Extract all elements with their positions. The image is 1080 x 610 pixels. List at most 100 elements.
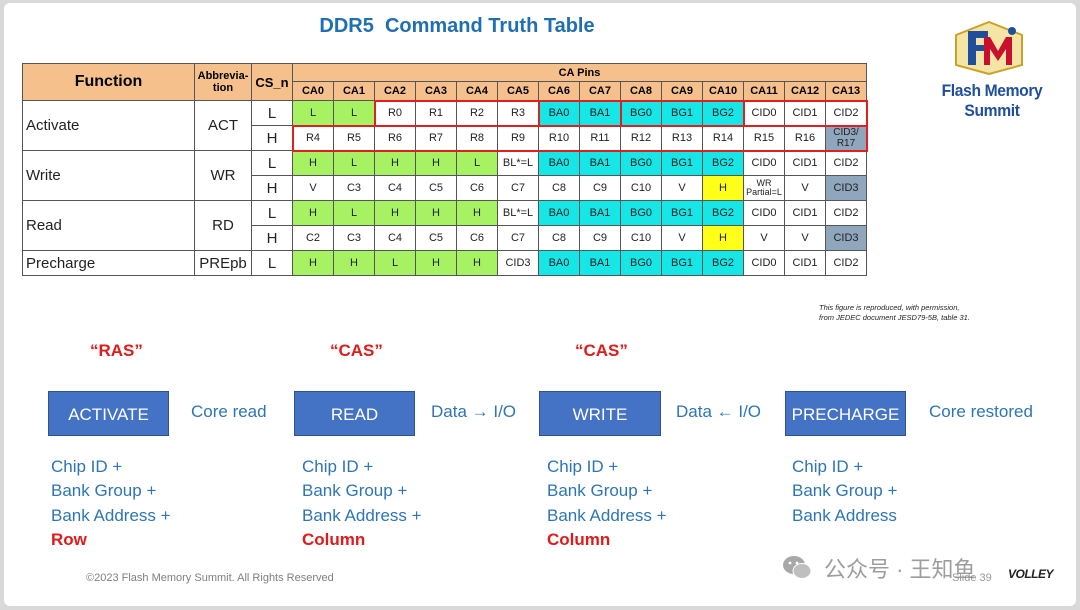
function-cell: Activate [22, 100, 195, 151]
ca-cell: H [702, 175, 744, 201]
source-note: This figure is reproduced, with permissi… [819, 303, 970, 323]
volley-logo: VOLLEY [1008, 567, 1054, 581]
slide-title: DDR5 Command Truth Table [319, 15, 595, 37]
table-row: Activate ACT L L L R0 R1 R2 R3 BA0 BA1 BG0 BG1 BG2 CID… [22, 100, 867, 151]
table-row: Precharge PREpb L H H L H H CID3 BA0 BA1 BG0 BG1 BG2 C… [22, 250, 867, 276]
ca-pin-header: CA1 [333, 81, 375, 101]
ca-pin-header-row: CA0 CA1 CA2 CA3 CA4 CA5 CA6 CA7 CA8 CA9 CA10 CA11 CA… [23, 81, 867, 101]
ca-cell: BG2 [702, 150, 744, 176]
abbreviation-cell: PREpb [194, 250, 252, 276]
desc-line: Bank Group + [51, 481, 157, 501]
core-restored-label: Core restored [929, 402, 1033, 421]
desc-line: Bank Address [792, 505, 897, 525]
ca-cell: H [292, 150, 334, 176]
ca-cell: BA1 [579, 100, 621, 126]
function-cell: Write [22, 150, 195, 201]
function-cell: Read [22, 200, 195, 251]
ca-cell: C7 [497, 175, 539, 201]
ca-cell: H [456, 250, 498, 276]
ca-pin-header: CA13 [825, 81, 867, 101]
ca-cell: H [292, 250, 334, 276]
ca-cell: H [415, 200, 457, 226]
fms-logo-text: Flash Memory Summit [941, 81, 1043, 120]
desc-emphasis: Row [51, 529, 87, 549]
ca-cell: R7 [415, 125, 457, 151]
ca-cell: H [456, 200, 498, 226]
ca-cell: CID1 [784, 250, 826, 276]
ca-cell: C9 [579, 175, 621, 201]
wechat-icon [783, 556, 812, 579]
header-cs: CS_n [251, 63, 293, 101]
ca-cell: CID0 [743, 200, 785, 226]
ca-cell: R13 [661, 125, 703, 151]
ca-cell: BG1 [661, 200, 703, 226]
ca-cell: BL*=L [497, 200, 539, 226]
ca-cell: R0 [374, 100, 416, 126]
ca-cell: WR Partial=L [743, 175, 785, 201]
desc-line: Chip ID + [51, 457, 123, 476]
ca-cell: BG1 [661, 100, 703, 126]
ca-cell: CID3 [825, 225, 867, 251]
ca-pin-header: CA11 [743, 81, 785, 101]
ca-cell: V [292, 175, 334, 201]
ca-pin-header: CA6 [538, 81, 580, 101]
data-from-io-label: Data ← I/O [676, 402, 762, 421]
ca-pin-header: CA9 [661, 81, 703, 101]
cs-cell: L [251, 200, 293, 226]
cs-cell: L [251, 150, 293, 176]
ca-cell: V [784, 175, 826, 201]
ca-cell: C4 [374, 175, 416, 201]
precharge-box: PRECHARGE [785, 391, 906, 436]
ca-cell: BG2 [702, 200, 744, 226]
ca-cell: H [702, 225, 744, 251]
ca-cell: L [374, 250, 416, 276]
label-ras: “RAS” [90, 341, 143, 360]
ca-cell: CID3/R17 [825, 125, 867, 151]
ca-cell: BA0 [538, 250, 580, 276]
desc-emphasis: Column [302, 529, 366, 549]
ca-pin-header: CA8 [620, 81, 662, 101]
ca-cell: R11 [579, 125, 621, 151]
desc-line: Bank Group + [792, 481, 898, 501]
desc-line: Chip ID + [302, 457, 374, 476]
ca-cell: CID1 [784, 150, 826, 176]
ca-cell: BG2 [702, 250, 744, 276]
desc-line: Chip ID + [792, 457, 864, 476]
ca-cell: R9 [497, 125, 539, 151]
ca-cell: C8 [538, 225, 580, 251]
command-truth-table: Function Abbrevia-tion CS_n CA Pins CA0 C… [22, 63, 867, 276]
ca-cell: CID0 [743, 150, 785, 176]
ca-cell: H [374, 200, 416, 226]
ca-cell: CID2 [825, 200, 867, 226]
ca-cell: CID3 [497, 250, 539, 276]
slide: DDR5 Command Truth Table Flash Memory Su… [4, 3, 1076, 606]
desc-line: Bank Address + [302, 505, 422, 525]
ca-cell: CID1 [784, 200, 826, 226]
ca-cell: R3 [497, 100, 539, 126]
read-description: Chip ID + Bank Group + Bank Address + Co… [302, 455, 422, 552]
copyright-footer: ©2023 Flash Memory Summit. All Rights Re… [86, 572, 334, 584]
table-row: H C2 C3 C4 C5 C6 C7 C8 C9 C10 V H V V CID3 [23, 225, 867, 251]
ca-cell: BA0 [538, 150, 580, 176]
ca-cell: CID2 [825, 100, 867, 126]
data-to-io-label: Data → I/O [431, 402, 517, 421]
ca-pin-header: CA3 [415, 81, 457, 101]
abbreviation-cell: WR [194, 150, 252, 201]
ca-cell: H [415, 250, 457, 276]
ca-cell: BA1 [579, 200, 621, 226]
ca-cell: CID1 [784, 100, 826, 126]
fms-logo-icon [955, 21, 1023, 75]
ca-cell: BA1 [579, 150, 621, 176]
watermark-text: 公众号 · 王知鱼 [824, 557, 976, 582]
ca-pin-header: CA0 [292, 81, 334, 101]
ca-cell: R4 [292, 125, 334, 151]
desc-line: Bank Group + [302, 481, 408, 501]
ca-cell: BL*=L [497, 150, 539, 176]
table-row: Read RD L H L H H H BL*=L BA0 BA1 BG0 BG1 BG2 CID0 CID1… [22, 200, 867, 251]
ca-cell: BA1 [579, 250, 621, 276]
ca-cell: R2 [456, 100, 498, 126]
table-row: Write WR L H L H H L BL*=L BA0 BA1 BG0 BG1 BG2 CID0 CID… [22, 150, 867, 201]
ca-cell: C9 [579, 225, 621, 251]
ca-cell: BA0 [538, 100, 580, 126]
cs-cell: H [251, 125, 293, 151]
